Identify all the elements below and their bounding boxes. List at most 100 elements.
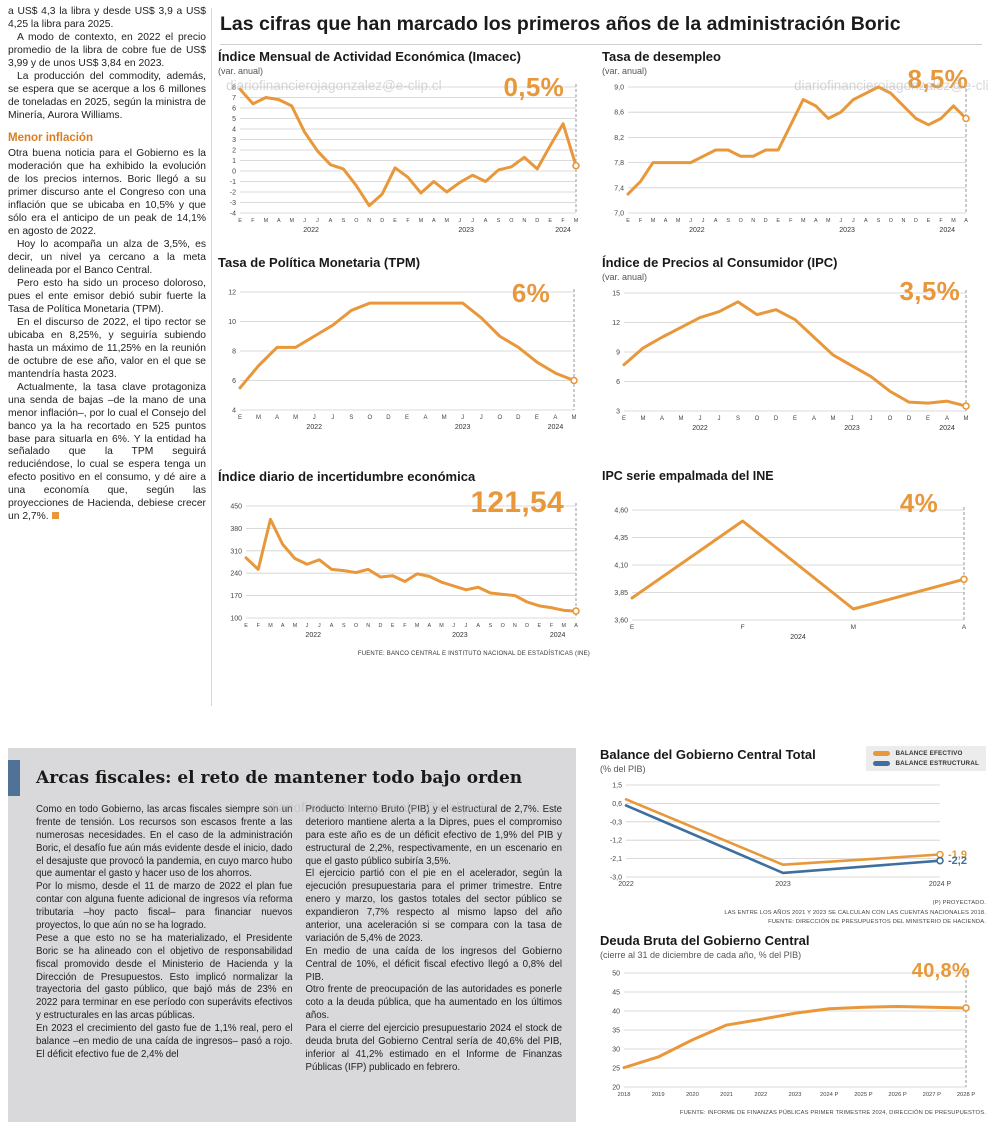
svg-text:A: A [945, 416, 949, 422]
svg-text:S: S [342, 623, 346, 629]
svg-text:O: O [497, 415, 502, 421]
svg-text:2023: 2023 [455, 424, 471, 431]
svg-text:E: E [238, 415, 242, 421]
svg-text:A: A [281, 623, 285, 629]
svg-text:-2,2: -2,2 [948, 855, 967, 867]
chart-title: Balance del Gobierno Central Total [600, 747, 816, 762]
svg-text:N: N [367, 218, 371, 224]
svg-text:5: 5 [232, 116, 236, 123]
svg-text:D: D [774, 416, 779, 422]
svg-text:2022: 2022 [306, 424, 322, 431]
svg-text:J: J [839, 218, 842, 224]
svg-text:2024: 2024 [555, 227, 571, 234]
svg-text:M: M [676, 218, 681, 224]
svg-text:3: 3 [616, 409, 620, 416]
svg-text:A: A [714, 218, 718, 224]
chart-value-label: 8,5% [907, 64, 968, 94]
svg-text:7: 7 [232, 95, 236, 102]
svg-text:380: 380 [230, 526, 242, 533]
svg-text:-1,9: -1,9 [948, 849, 967, 861]
svg-text:M: M [419, 218, 424, 224]
svg-text:4,35: 4,35 [614, 535, 628, 542]
svg-text:A: A [484, 218, 488, 224]
svg-text:F: F [561, 218, 565, 224]
svg-text:M: M [442, 415, 447, 421]
svg-text:3,60: 3,60 [614, 617, 628, 624]
chart-ipc-ine: IPC serie empalmada del INE 4% 4,60 4,35 4… [602, 469, 982, 651]
fiscal-paragraph: Otro frente de preocupación de las autor… [305, 984, 563, 1022]
svg-text:O: O [354, 623, 358, 629]
svg-text:E: E [535, 415, 539, 421]
svg-text:M: M [289, 218, 294, 224]
svg-text:-0,3: -0,3 [610, 820, 622, 827]
svg-text:240: 240 [230, 571, 242, 578]
svg-text:O: O [509, 218, 513, 224]
fiscal-accent-bar [8, 760, 20, 796]
svg-text:J: J [458, 218, 461, 224]
svg-text:M: M [256, 415, 261, 421]
legend-item: BALANCE EFECTIVO [873, 750, 979, 757]
chart-footnotes: (P) PROYECTADO. LAS ENTRE LOS AÑOS 2021 … [600, 899, 986, 927]
svg-text:E: E [393, 218, 397, 224]
svg-text:2024: 2024 [939, 227, 955, 234]
svg-text:E: E [538, 623, 542, 629]
svg-text:J: J [689, 218, 692, 224]
fiscal-body: Como en todo Gobierno, las arcas fiscale… [8, 796, 576, 1075]
svg-text:12: 12 [612, 320, 620, 327]
svg-text:D: D [386, 415, 391, 421]
svg-text:E: E [926, 416, 930, 422]
svg-text:2022: 2022 [689, 227, 705, 234]
svg-text:J: J [313, 415, 316, 421]
legend-swatch-efectivo-icon [873, 751, 891, 756]
fiscal-paragraph: En medio de una caída de los ingresos de… [305, 945, 563, 983]
fiscal-column-2: Producto Interno Bruto (PIB) y el estruc… [306, 804, 563, 1075]
svg-text:M: M [562, 623, 567, 629]
svg-text:D: D [764, 218, 768, 224]
chart-value-label: 4% [899, 488, 938, 518]
chart-deuda: Deuda Bruta del Gobierno Central (cierre… [600, 933, 986, 1119]
fiscal-paragraph: Producto Interno Bruto (PIB) y el estruc… [305, 804, 563, 867]
svg-text:O: O [368, 415, 373, 421]
svg-text:M: M [641, 416, 646, 422]
svg-text:2024: 2024 [790, 634, 806, 641]
svg-text:A: A [660, 416, 664, 422]
svg-text:D: D [525, 623, 529, 629]
svg-text:10: 10 [228, 319, 236, 326]
legend-label: BALANCE ESTRUCTURAL [895, 760, 979, 767]
chart-value-label: 6% [511, 278, 550, 308]
svg-text:2022: 2022 [692, 425, 708, 432]
column-divider [211, 8, 212, 706]
svg-text:M: M [831, 416, 836, 422]
svg-text:6: 6 [616, 379, 620, 386]
svg-text:-2: -2 [230, 190, 236, 197]
svg-text:2021: 2021 [720, 1092, 733, 1098]
left-article-column: a US$ 4,3 la libra y desde US$ 3,9 a US$… [8, 6, 206, 524]
svg-text:4: 4 [232, 127, 236, 134]
svg-text:-2,1: -2,1 [610, 856, 622, 863]
chart-title: Deuda Bruta del Gobierno Central [600, 933, 810, 948]
article-subhead: Menor inflación [8, 131, 93, 144]
svg-text:2018: 2018 [618, 1092, 631, 1098]
watermark-text: diariofinancierojagonzalez@e-clip.cl [794, 78, 988, 93]
chart-subtitle: (var. anual) [602, 66, 648, 77]
svg-text:A: A [814, 218, 818, 224]
svg-text:M: M [651, 218, 656, 224]
svg-text:J: J [480, 415, 483, 421]
chart-value-label: 3,5% [899, 276, 960, 306]
svg-text:7,8: 7,8 [614, 160, 624, 167]
svg-text:2027 P: 2027 P [923, 1092, 942, 1098]
svg-text:A: A [277, 218, 281, 224]
svg-text:M: M [801, 218, 806, 224]
svg-text:2022: 2022 [618, 881, 634, 888]
fiscal-column-1: Como en todo Gobierno, las arcas fiscale… [36, 804, 293, 1075]
svg-text:-3: -3 [230, 200, 236, 207]
svg-text:A: A [275, 415, 279, 421]
svg-text:M: M [415, 623, 420, 629]
svg-text:E: E [622, 416, 626, 422]
svg-text:N: N [366, 623, 370, 629]
svg-text:J: J [870, 416, 873, 422]
chart-imacec: Índice Mensual de Actividad Económica (I… [218, 49, 590, 244]
svg-text:A: A [329, 218, 333, 224]
svg-text:0: 0 [232, 169, 236, 176]
chart-canvas: 9,0 8,6 8,2 7,8 7,4 7,0 E F M A M J J A S O N D E F M A M J J A S O… [602, 79, 982, 244]
